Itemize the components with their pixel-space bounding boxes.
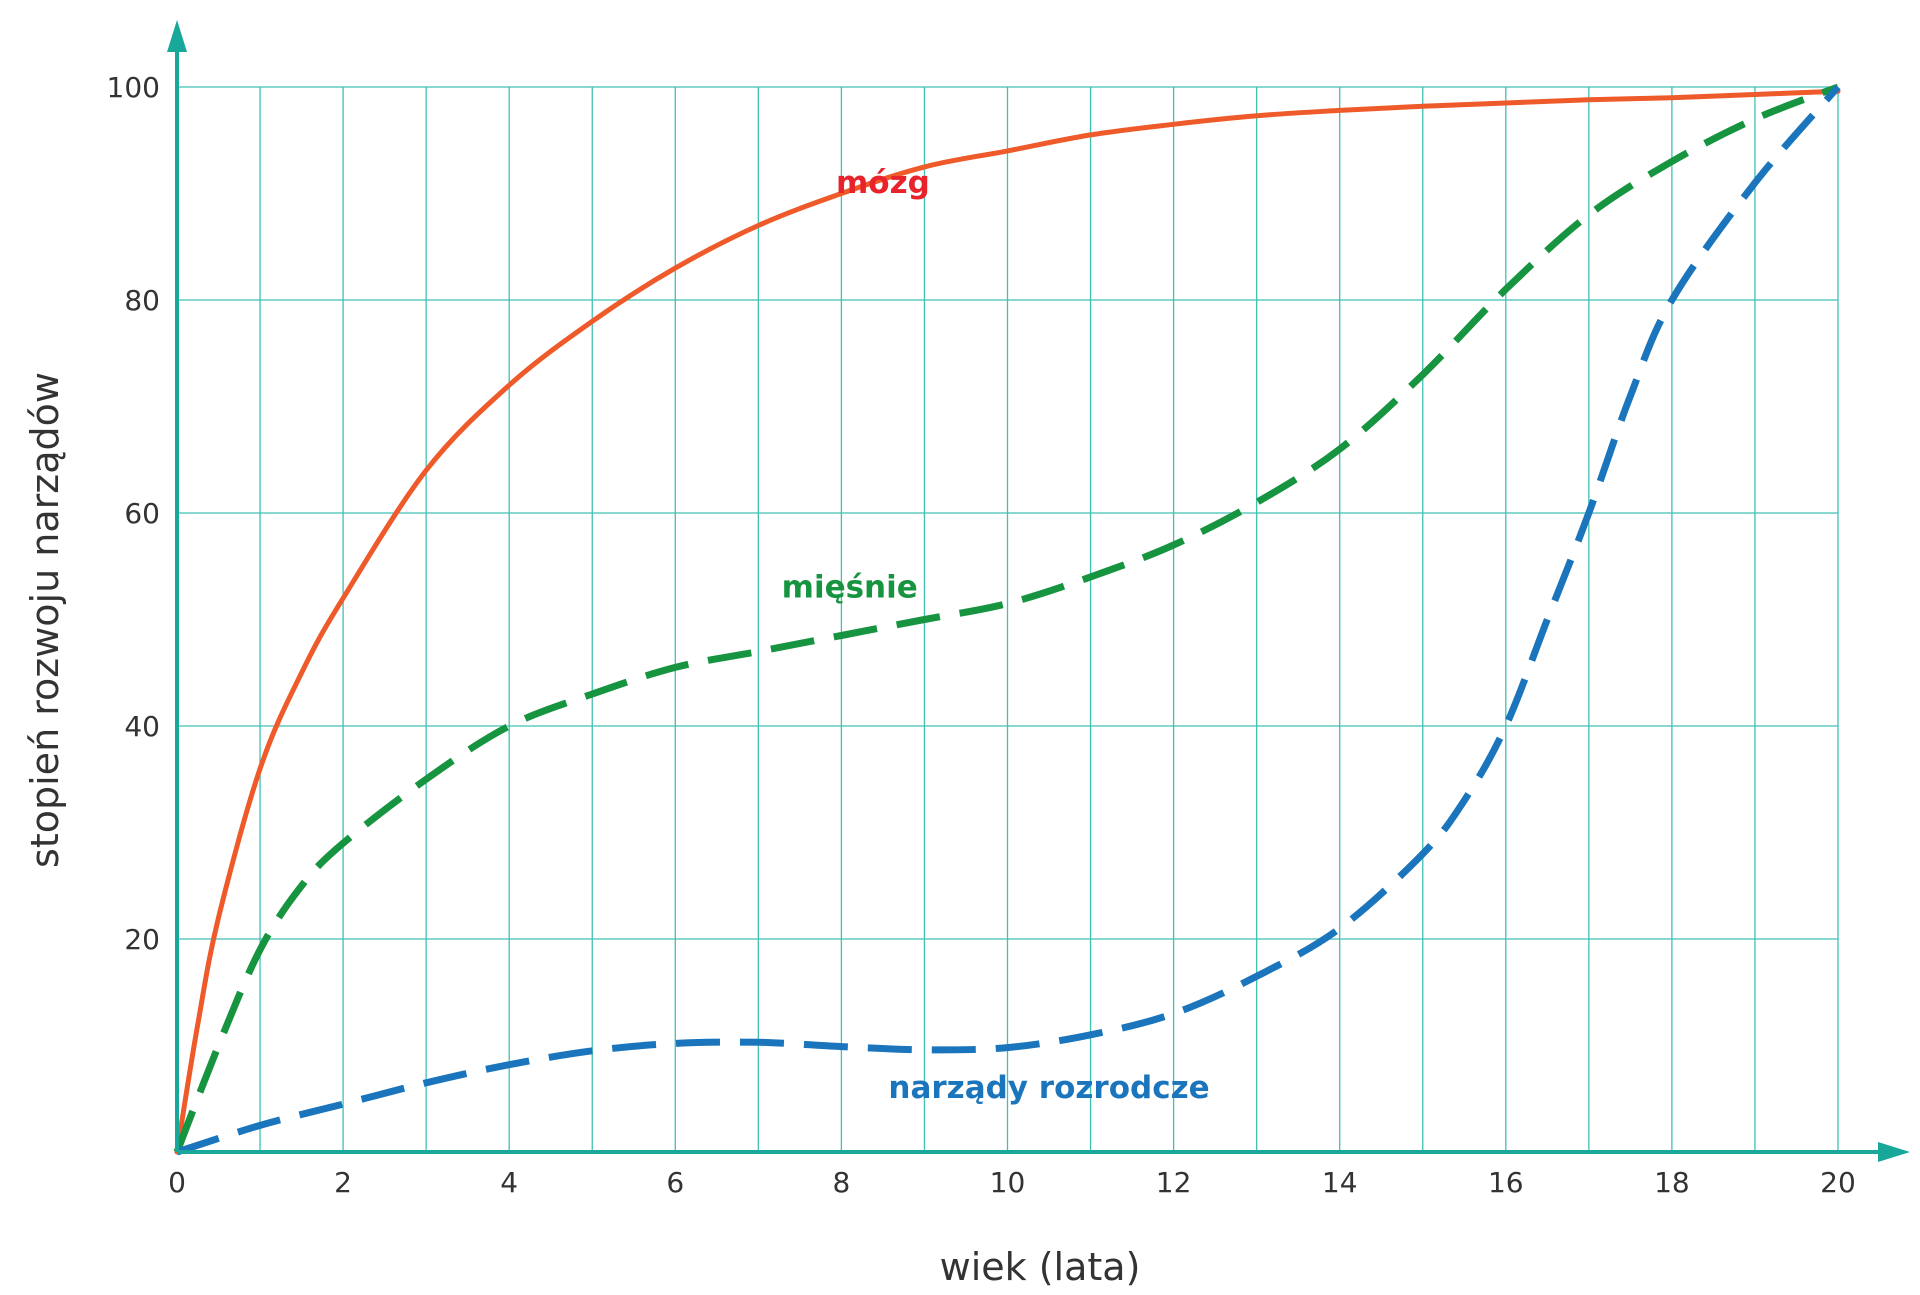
x-axis-title: wiek (lata) [940, 1245, 1141, 1289]
series-line-1 [173, 83, 1840, 1154]
y-tick-label: 20 [124, 923, 160, 956]
axes [167, 20, 1910, 1162]
y-tick-label: 60 [124, 497, 160, 530]
y-tick-label: 100 [107, 71, 160, 104]
x-tick-label: 14 [1322, 1166, 1358, 1199]
y-tick-label: 80 [124, 284, 160, 317]
series-label-1: mięśnie [782, 570, 918, 606]
tick-labels: 0 2 4 6 8 10 12 14 16 18 20 20 40 60 80 100 [107, 71, 1856, 1199]
x-tick-label: 8 [832, 1166, 850, 1199]
x-tick-label: 6 [666, 1166, 684, 1199]
series-line-2 [175, 84, 1841, 1156]
x-tick-label: 16 [1488, 1166, 1524, 1199]
x-tick-label: 4 [500, 1166, 518, 1199]
x-axis-arrow-icon [1878, 1142, 1910, 1162]
series-line-0 [174, 88, 1841, 1155]
x-tick-label: 12 [1156, 1166, 1192, 1199]
x-tick-label: 18 [1654, 1166, 1690, 1199]
x-tick-label: 10 [990, 1166, 1026, 1199]
x-tick-label: 20 [1820, 1166, 1856, 1199]
y-axis-title: stopień rozwoju narządów [23, 372, 67, 868]
series-layer [173, 83, 1841, 1156]
y-axis-arrow-icon [167, 20, 187, 52]
series-labels: mózg mięśnie narządy rozrodcze [782, 165, 1210, 1106]
x-tick-label: 0 [168, 1166, 186, 1199]
series-label-2: narządy rozrodcze [888, 1070, 1209, 1106]
y-tick-label: 40 [124, 710, 160, 743]
x-tick-label: 2 [334, 1166, 352, 1199]
series-label-0: mózg [836, 165, 930, 201]
grid [177, 86, 1839, 1152]
